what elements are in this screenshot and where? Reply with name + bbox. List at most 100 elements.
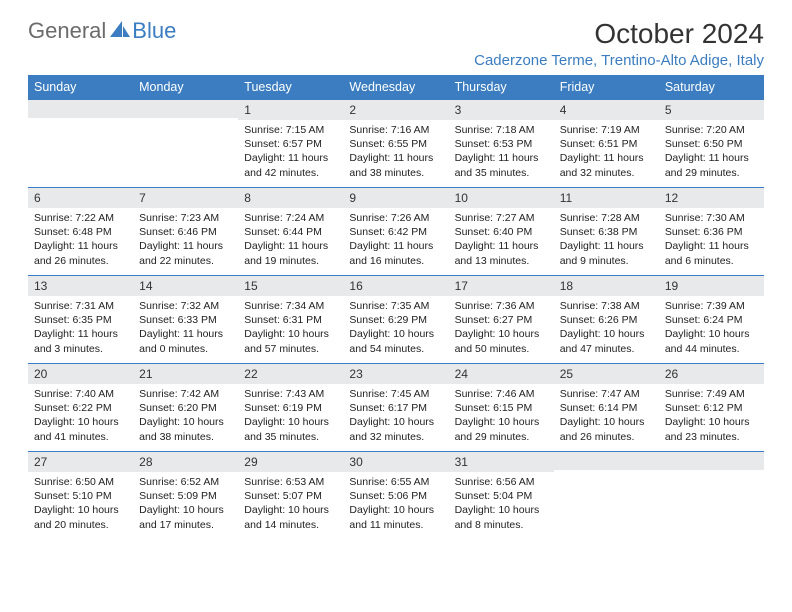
daylight-line: Daylight: 10 hours and 14 minutes. bbox=[244, 503, 337, 531]
day-number: 21 bbox=[133, 363, 238, 384]
day-details: Sunrise: 6:52 AMSunset: 5:09 PMDaylight:… bbox=[133, 472, 238, 538]
calendar-day-cell: 22Sunrise: 7:43 AMSunset: 6:19 PMDayligh… bbox=[238, 363, 343, 451]
calendar-day-cell: 14Sunrise: 7:32 AMSunset: 6:33 PMDayligh… bbox=[133, 275, 238, 363]
sunrise-line: Sunrise: 7:40 AM bbox=[34, 387, 127, 401]
sunrise-line: Sunrise: 7:36 AM bbox=[455, 299, 548, 313]
calendar-day-cell: 31Sunrise: 6:56 AMSunset: 5:04 PMDayligh… bbox=[449, 451, 554, 539]
daylight-line: Daylight: 10 hours and 57 minutes. bbox=[244, 327, 337, 355]
daylight-line: Daylight: 10 hours and 11 minutes. bbox=[349, 503, 442, 531]
daylight-line: Daylight: 10 hours and 41 minutes. bbox=[34, 415, 127, 443]
header: General Blue October 2024 Caderzone Term… bbox=[28, 18, 764, 69]
day-details: Sunrise: 6:56 AMSunset: 5:04 PMDaylight:… bbox=[449, 472, 554, 538]
day-number: 30 bbox=[343, 451, 448, 472]
sunset-line: Sunset: 6:40 PM bbox=[455, 225, 548, 239]
calendar-day-cell: 16Sunrise: 7:35 AMSunset: 6:29 PMDayligh… bbox=[343, 275, 448, 363]
day-details: Sunrise: 6:55 AMSunset: 5:06 PMDaylight:… bbox=[343, 472, 448, 538]
day-details: Sunrise: 7:43 AMSunset: 6:19 PMDaylight:… bbox=[238, 384, 343, 450]
day-number: 13 bbox=[28, 275, 133, 296]
calendar-row: 13Sunrise: 7:31 AMSunset: 6:35 PMDayligh… bbox=[28, 275, 764, 363]
day-number: 19 bbox=[659, 275, 764, 296]
logo: General Blue bbox=[28, 18, 176, 44]
calendar-day-cell: 21Sunrise: 7:42 AMSunset: 6:20 PMDayligh… bbox=[133, 363, 238, 451]
day-number: 10 bbox=[449, 187, 554, 208]
day-number: 28 bbox=[133, 451, 238, 472]
weekday-header-row: SundayMondayTuesdayWednesdayThursdayFrid… bbox=[28, 75, 764, 99]
calendar-day-cell: 19Sunrise: 7:39 AMSunset: 6:24 PMDayligh… bbox=[659, 275, 764, 363]
sunrise-line: Sunrise: 7:15 AM bbox=[244, 123, 337, 137]
title-block: October 2024 Caderzone Terme, Trentino-A… bbox=[474, 18, 764, 69]
sunset-line: Sunset: 6:55 PM bbox=[349, 137, 442, 151]
sunset-line: Sunset: 5:06 PM bbox=[349, 489, 442, 503]
sunrise-line: Sunrise: 6:55 AM bbox=[349, 475, 442, 489]
calendar-day-cell: 7Sunrise: 7:23 AMSunset: 6:46 PMDaylight… bbox=[133, 187, 238, 275]
calendar-empty-cell bbox=[133, 99, 238, 187]
calendar-day-cell: 15Sunrise: 7:34 AMSunset: 6:31 PMDayligh… bbox=[238, 275, 343, 363]
calendar-day-cell: 29Sunrise: 6:53 AMSunset: 5:07 PMDayligh… bbox=[238, 451, 343, 539]
day-number: 14 bbox=[133, 275, 238, 296]
day-details: Sunrise: 7:22 AMSunset: 6:48 PMDaylight:… bbox=[28, 208, 133, 274]
daylight-line: Daylight: 11 hours and 32 minutes. bbox=[560, 151, 653, 179]
sunset-line: Sunset: 5:09 PM bbox=[139, 489, 232, 503]
sunrise-line: Sunrise: 7:43 AM bbox=[244, 387, 337, 401]
calendar-day-cell: 3Sunrise: 7:18 AMSunset: 6:53 PMDaylight… bbox=[449, 99, 554, 187]
sunrise-line: Sunrise: 7:24 AM bbox=[244, 211, 337, 225]
calendar-empty-cell bbox=[659, 451, 764, 539]
daylight-line: Daylight: 11 hours and 16 minutes. bbox=[349, 239, 442, 267]
day-details: Sunrise: 7:45 AMSunset: 6:17 PMDaylight:… bbox=[343, 384, 448, 450]
sunset-line: Sunset: 5:04 PM bbox=[455, 489, 548, 503]
sunrise-line: Sunrise: 7:49 AM bbox=[665, 387, 758, 401]
sunset-line: Sunset: 6:36 PM bbox=[665, 225, 758, 239]
daylight-line: Daylight: 10 hours and 47 minutes. bbox=[560, 327, 653, 355]
calendar-day-cell: 4Sunrise: 7:19 AMSunset: 6:51 PMDaylight… bbox=[554, 99, 659, 187]
day-details: Sunrise: 7:31 AMSunset: 6:35 PMDaylight:… bbox=[28, 296, 133, 362]
day-number: 9 bbox=[343, 187, 448, 208]
sunset-line: Sunset: 6:29 PM bbox=[349, 313, 442, 327]
calendar-day-cell: 10Sunrise: 7:27 AMSunset: 6:40 PMDayligh… bbox=[449, 187, 554, 275]
sunrise-line: Sunrise: 7:23 AM bbox=[139, 211, 232, 225]
logo-text-blue: Blue bbox=[132, 18, 176, 44]
daylight-line: Daylight: 10 hours and 50 minutes. bbox=[455, 327, 548, 355]
day-details: Sunrise: 7:15 AMSunset: 6:57 PMDaylight:… bbox=[238, 120, 343, 186]
sunrise-line: Sunrise: 7:45 AM bbox=[349, 387, 442, 401]
day-number: 26 bbox=[659, 363, 764, 384]
day-number: 7 bbox=[133, 187, 238, 208]
day-number bbox=[28, 99, 133, 118]
day-number: 3 bbox=[449, 99, 554, 120]
day-number: 15 bbox=[238, 275, 343, 296]
day-number: 22 bbox=[238, 363, 343, 384]
sunrise-line: Sunrise: 7:18 AM bbox=[455, 123, 548, 137]
daylight-line: Daylight: 10 hours and 38 minutes. bbox=[139, 415, 232, 443]
calendar-row: 20Sunrise: 7:40 AMSunset: 6:22 PMDayligh… bbox=[28, 363, 764, 451]
calendar-day-cell: 8Sunrise: 7:24 AMSunset: 6:44 PMDaylight… bbox=[238, 187, 343, 275]
sunset-line: Sunset: 6:17 PM bbox=[349, 401, 442, 415]
calendar-day-cell: 28Sunrise: 6:52 AMSunset: 5:09 PMDayligh… bbox=[133, 451, 238, 539]
daylight-line: Daylight: 11 hours and 29 minutes. bbox=[665, 151, 758, 179]
day-details: Sunrise: 7:39 AMSunset: 6:24 PMDaylight:… bbox=[659, 296, 764, 362]
sunset-line: Sunset: 6:42 PM bbox=[349, 225, 442, 239]
calendar-row: 27Sunrise: 6:50 AMSunset: 5:10 PMDayligh… bbox=[28, 451, 764, 539]
day-details: Sunrise: 7:16 AMSunset: 6:55 PMDaylight:… bbox=[343, 120, 448, 186]
calendar-day-cell: 12Sunrise: 7:30 AMSunset: 6:36 PMDayligh… bbox=[659, 187, 764, 275]
day-details: Sunrise: 7:49 AMSunset: 6:12 PMDaylight:… bbox=[659, 384, 764, 450]
day-number: 20 bbox=[28, 363, 133, 384]
daylight-line: Daylight: 11 hours and 42 minutes. bbox=[244, 151, 337, 179]
sunrise-line: Sunrise: 7:38 AM bbox=[560, 299, 653, 313]
day-details: Sunrise: 7:36 AMSunset: 6:27 PMDaylight:… bbox=[449, 296, 554, 362]
sunset-line: Sunset: 5:07 PM bbox=[244, 489, 337, 503]
calendar-day-cell: 18Sunrise: 7:38 AMSunset: 6:26 PMDayligh… bbox=[554, 275, 659, 363]
weekday-header: Friday bbox=[554, 75, 659, 99]
daylight-line: Daylight: 10 hours and 17 minutes. bbox=[139, 503, 232, 531]
sunset-line: Sunset: 6:24 PM bbox=[665, 313, 758, 327]
day-details: Sunrise: 7:27 AMSunset: 6:40 PMDaylight:… bbox=[449, 208, 554, 274]
weekday-header: Thursday bbox=[449, 75, 554, 99]
sunset-line: Sunset: 6:48 PM bbox=[34, 225, 127, 239]
calendar-row: 1Sunrise: 7:15 AMSunset: 6:57 PMDaylight… bbox=[28, 99, 764, 187]
calendar-day-cell: 24Sunrise: 7:46 AMSunset: 6:15 PMDayligh… bbox=[449, 363, 554, 451]
day-number bbox=[554, 451, 659, 470]
daylight-line: Daylight: 11 hours and 38 minutes. bbox=[349, 151, 442, 179]
day-number: 11 bbox=[554, 187, 659, 208]
daylight-line: Daylight: 11 hours and 35 minutes. bbox=[455, 151, 548, 179]
sunset-line: Sunset: 6:26 PM bbox=[560, 313, 653, 327]
day-details: Sunrise: 7:34 AMSunset: 6:31 PMDaylight:… bbox=[238, 296, 343, 362]
day-number: 27 bbox=[28, 451, 133, 472]
